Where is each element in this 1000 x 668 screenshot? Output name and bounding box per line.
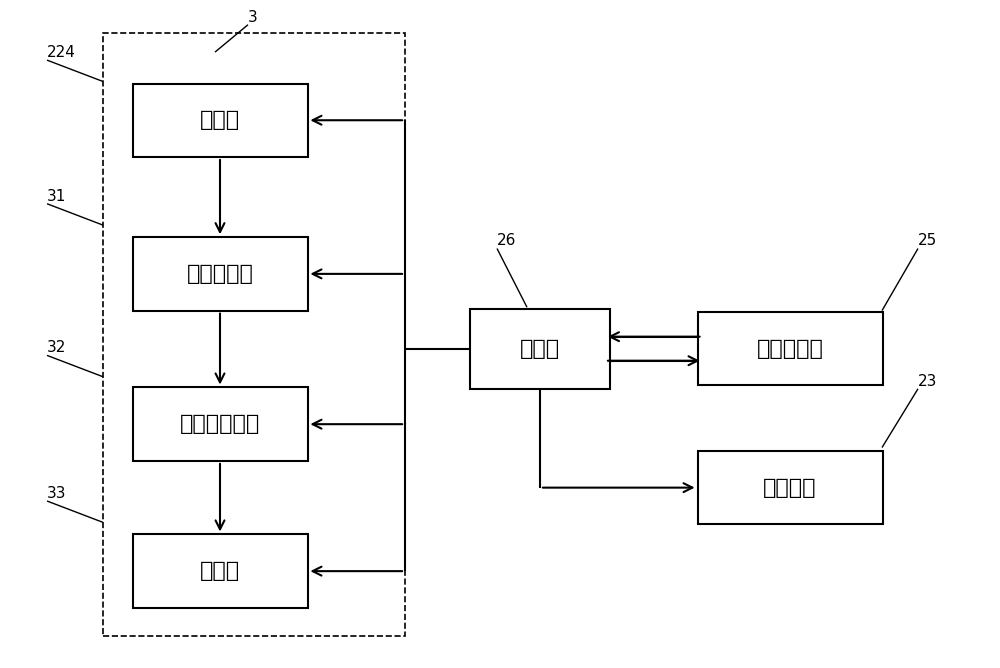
Bar [132, 387, 308, 461]
Text: 33: 33 [47, 486, 66, 501]
Text: 数据处理单元: 数据处理单元 [180, 414, 260, 434]
Bar [132, 84, 308, 157]
Text: 32: 32 [47, 341, 66, 355]
Bar [132, 534, 308, 608]
Text: 检测器: 检测器 [200, 110, 240, 130]
Bar [698, 451, 883, 524]
Text: 31: 31 [47, 189, 66, 204]
Text: 控制器: 控制器 [520, 339, 560, 359]
Text: 25: 25 [918, 234, 937, 248]
Bar [132, 237, 308, 311]
Text: 3: 3 [248, 10, 258, 25]
Text: 机械手臂: 机械手臂 [763, 478, 817, 498]
Text: 224: 224 [47, 45, 76, 60]
Text: 23: 23 [918, 374, 937, 389]
Text: 显示器: 显示器 [200, 561, 240, 581]
Text: 温度调控器: 温度调控器 [757, 339, 823, 359]
Text: 26: 26 [497, 234, 516, 248]
Bar [103, 33, 405, 636]
Text: 信号放大器: 信号放大器 [187, 264, 253, 284]
Bar [698, 312, 883, 385]
Bar [470, 309, 610, 389]
